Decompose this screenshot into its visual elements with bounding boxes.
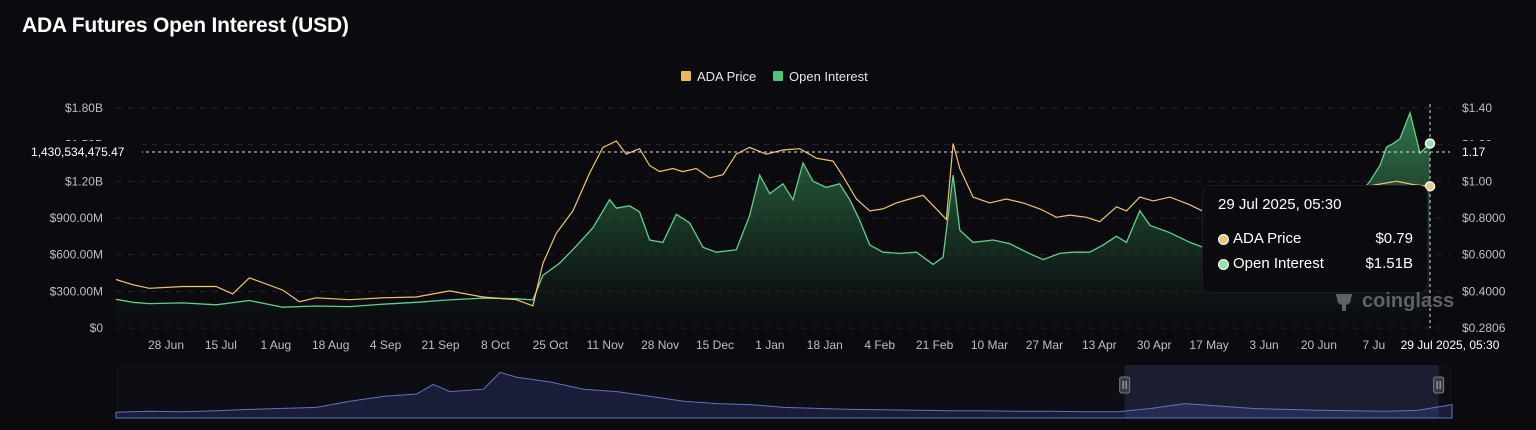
x-tick-label: 17 May xyxy=(1189,338,1228,352)
x-tick-label: 15 Dec xyxy=(696,338,734,352)
oi-area xyxy=(116,112,1430,329)
y-axis-left: $0$300.00M$600.00M$900.00M$1.20B$1.50B$1… xyxy=(50,101,104,335)
x-tick-label: 18 Jan xyxy=(807,338,843,352)
crosshair-right-label: 1.17 xyxy=(1462,145,1486,159)
chart-legend[interactable]: ADA Price Open Interest xyxy=(681,69,868,84)
x-tick-label: 25 Oct xyxy=(533,338,569,352)
x-tick-label: 27 Mar xyxy=(1026,338,1063,352)
tooltip: 29 Jul 2025, 05:30 ADA Price $0.79 Open … xyxy=(1203,186,1427,292)
tooltip-oi-value: $1.51B xyxy=(1365,255,1413,272)
crosshair-left-label-bg xyxy=(0,141,142,163)
x-tick-label: 1 Aug xyxy=(260,338,291,352)
navigator-handle-right[interactable] xyxy=(1433,376,1445,394)
x-axis: 28 Jun 15 Jul 1 Aug 18 Aug 4 Sep 21 Sep 8 Oct 2… xyxy=(148,338,1385,352)
y-right-tick-label: $1.40 xyxy=(1462,101,1492,115)
y-left-tick-label: $900.00M xyxy=(50,211,103,225)
crosshair-x-label-bg xyxy=(1390,334,1510,354)
y-right-tick-label: $0.6000 xyxy=(1462,248,1506,262)
watermark: coinglass xyxy=(1362,290,1455,312)
y-right-tick-label: $0.2806 xyxy=(1462,321,1506,335)
y-right-tick-label: $0.4000 xyxy=(1462,284,1506,298)
crosshair-x-label: 29 Jul 2025, 05:30 xyxy=(1401,338,1500,352)
tooltip-oi-label: Open Interest xyxy=(1233,255,1324,272)
crosshair-right-label-bg xyxy=(1452,141,1498,163)
y-right-tick-label: $1.00 xyxy=(1462,174,1492,188)
navigator-selection xyxy=(1124,365,1439,418)
tooltip-row-price: ADA Price $0.79 xyxy=(1218,230,1413,250)
x-tick-label: 10 Mar xyxy=(971,338,1008,352)
legend-label: Open Interest xyxy=(789,69,868,84)
price-line xyxy=(115,140,1431,307)
coinglass-logo-icon xyxy=(1336,294,1352,311)
x-tick-label: 15 Jul xyxy=(205,338,237,352)
x-tick-label: 28 Nov xyxy=(641,338,679,352)
y-axis-right: $0.2806$0.4000$0.6000$0.8000$1.00$1.20$1… xyxy=(1462,101,1506,335)
price-dot-icon xyxy=(1218,234,1229,245)
tooltip-row-oi: Open Interest $1.51B xyxy=(1218,255,1413,275)
tooltip-title: 29 Jul 2025, 05:30 xyxy=(1218,196,1342,213)
x-tick-label: 4 Feb xyxy=(864,338,895,352)
x-tick-label: 21 Feb xyxy=(916,338,954,352)
navigator-series xyxy=(115,371,1453,419)
legend-swatch-icon xyxy=(773,71,783,81)
navigator-handle-left[interactable] xyxy=(1119,376,1131,394)
chart-title: ADA Futures Open Interest (USD) xyxy=(22,14,349,37)
tooltip-price-value: $0.79 xyxy=(1375,230,1413,247)
x-tick-label: 8 Oct xyxy=(481,338,510,352)
y-left-tick-label: $1.80B xyxy=(65,101,103,115)
x-tick-label: 11 Nov xyxy=(587,338,624,352)
legend-swatch-icon xyxy=(681,71,691,81)
tooltip-price-label: ADA Price xyxy=(1233,230,1302,247)
x-tick-label: 18 Aug xyxy=(312,338,349,352)
x-tick-label: 7 Ju xyxy=(1362,338,1385,352)
x-tick-label: 28 Jun xyxy=(148,338,184,352)
range-navigator[interactable] xyxy=(115,365,1453,419)
x-tick-label: 4 Sep xyxy=(370,338,402,352)
y-left-tick-label: $300.00M xyxy=(50,284,103,298)
x-tick-label: 3 Jun xyxy=(1249,338,1278,352)
x-tick-label: 1 Jan xyxy=(755,338,784,352)
y-left-tick-label: $1.20B xyxy=(65,174,103,188)
x-tick-label: 13 Apr xyxy=(1082,338,1117,352)
y-left-tick-label: $0 xyxy=(90,321,104,335)
y-left-tick-label: $600.00M xyxy=(50,248,103,262)
crosshair-left-label: 1,430,534,475.47 xyxy=(31,145,125,159)
crosshair: 1,430,534,475.47 1.17 29 Jul 2025, 05:30 xyxy=(0,104,1510,354)
x-tick-label: 20 Jun xyxy=(1301,338,1337,352)
x-tick-label: 21 Sep xyxy=(421,338,459,352)
x-tick-label: 30 Apr xyxy=(1137,338,1172,352)
legend-label: ADA Price xyxy=(697,69,756,84)
y-right-tick-label: $0.8000 xyxy=(1462,211,1506,225)
oi-dot-icon xyxy=(1218,259,1229,270)
